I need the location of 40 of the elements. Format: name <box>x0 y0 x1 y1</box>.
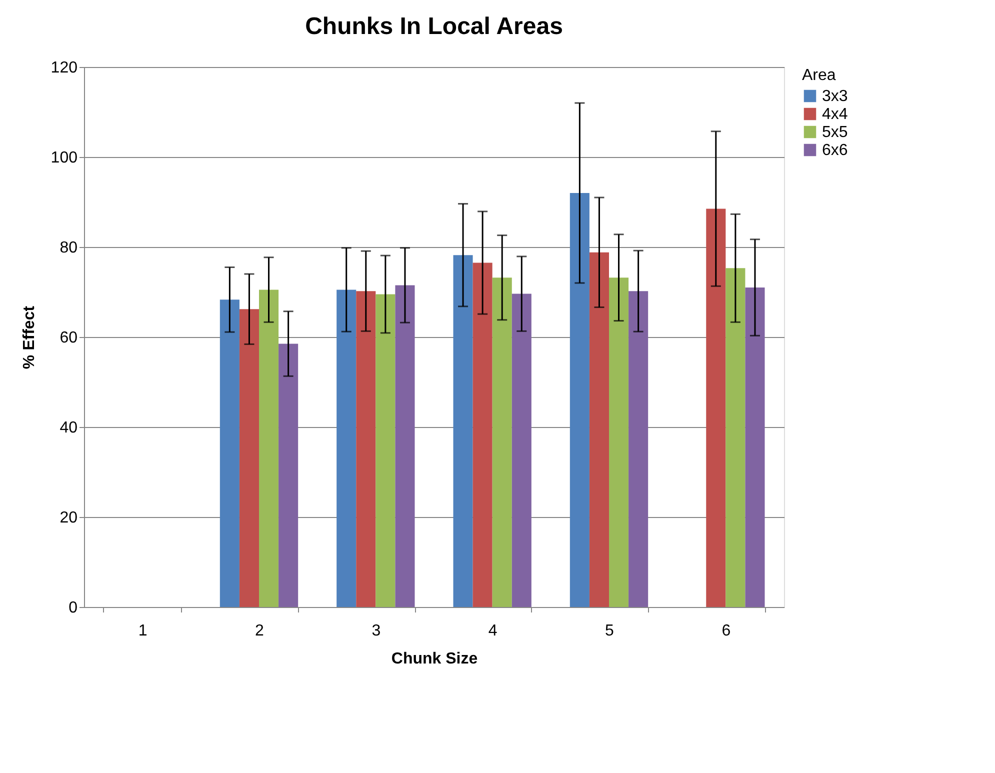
bar <box>336 290 356 607</box>
bar <box>745 288 765 607</box>
y-tick-label: 60 <box>60 330 78 346</box>
x-tick-label: 5 <box>605 622 614 640</box>
bar <box>220 300 240 607</box>
bar <box>259 290 279 607</box>
bar <box>570 193 590 607</box>
y-axis-title: % Effect <box>20 305 38 370</box>
legend-label: 5x5 <box>822 124 848 141</box>
x-tick-label: 1 <box>138 622 148 640</box>
bar <box>492 278 512 607</box>
y-tick-label: 40 <box>60 420 78 436</box>
bar <box>395 285 415 607</box>
bar <box>239 309 259 607</box>
y-tick-label: 120 <box>50 60 78 76</box>
x-tick-label: 3 <box>372 622 381 640</box>
bar <box>376 294 396 607</box>
y-tick-label: 100 <box>50 150 78 166</box>
x-tick-label: 2 <box>255 622 264 640</box>
bar <box>453 255 473 607</box>
x-axis-title: Chunk Size <box>391 650 478 668</box>
bar <box>356 291 376 607</box>
legend-title: Area <box>802 67 836 84</box>
bar <box>278 344 298 607</box>
bar <box>726 268 746 607</box>
y-tick-label: 80 <box>60 240 78 256</box>
bar <box>472 262 492 607</box>
bar <box>512 294 532 607</box>
bar <box>609 278 629 607</box>
x-tick-label: 6 <box>722 622 731 640</box>
y-tick-label: 0 <box>68 600 78 616</box>
bar <box>706 208 726 607</box>
bar <box>589 252 609 607</box>
legend-label: 3x3 <box>822 88 848 105</box>
x-tick-label: 4 <box>488 622 498 640</box>
bar <box>628 291 648 607</box>
chart-title: Chunks In Local Areas <box>305 13 563 40</box>
y-tick-label: 20 <box>60 510 78 526</box>
legend-label: 6x6 <box>822 142 848 159</box>
legend-label: 4x4 <box>822 106 848 123</box>
